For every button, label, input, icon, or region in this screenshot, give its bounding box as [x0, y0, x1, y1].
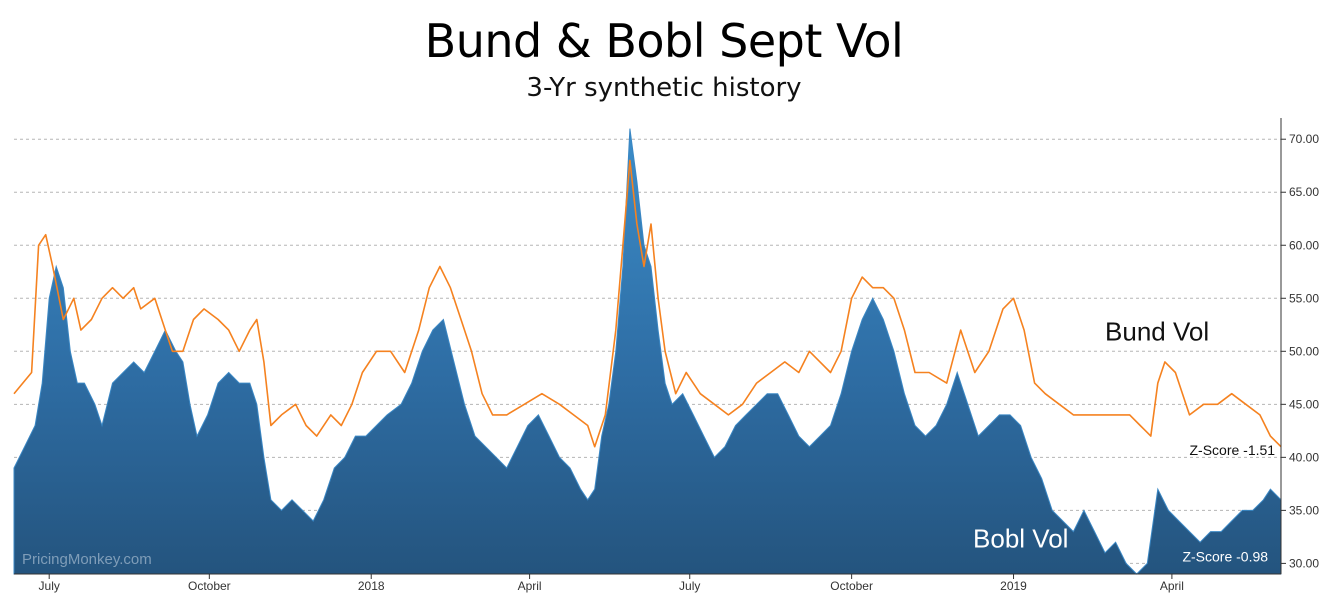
y-tick-label: 40.00: [1289, 450, 1319, 464]
chart-subtitle: 3-Yr synthetic history: [526, 73, 802, 103]
series-label: Bund Vol: [1105, 317, 1209, 347]
x-tick-label: October: [830, 579, 873, 593]
y-tick-label: 55.00: [1289, 291, 1319, 305]
y-tick-label: 45.00: [1289, 397, 1319, 411]
z-score-label: Z-Score -1.51: [1189, 442, 1275, 458]
x-tick-label: April: [1160, 579, 1184, 593]
annotations: Bund Vol Z-Score -1.51 Bobl Vol Z-Score -0.…: [22, 317, 1275, 568]
series-label: Bobl Vol: [973, 523, 1068, 553]
z-score-label: Z-Score -0.98: [1182, 548, 1268, 564]
chart-title: Bund & Bobl Sept Vol: [424, 14, 904, 68]
y-tick-label: 60.00: [1289, 238, 1319, 252]
y-tick-label: 35.00: [1289, 503, 1319, 517]
x-tick-label: July: [39, 579, 60, 593]
series-layer: [13, 128, 1282, 575]
x-tick-label: 2018: [358, 579, 385, 593]
bobl-vol-area: [13, 128, 1282, 575]
bund-vol-line: [13, 159, 1282, 448]
y-tick-label: 30.00: [1289, 556, 1319, 570]
x-tick-label: 2019: [1000, 579, 1027, 593]
watermark: PricingMonkey.com: [22, 551, 152, 568]
y-tick-label: 65.00: [1289, 185, 1319, 199]
x-tick-label: October: [188, 579, 231, 593]
y-tick-label: 70.00: [1289, 132, 1319, 146]
x-tick-label: April: [518, 579, 542, 593]
axes: 30.00 35.00 40.00 45.00 50.00 55.00 60.00 65.00…: [14, 118, 1319, 593]
y-tick-label: 50.00: [1289, 344, 1319, 358]
x-tick-label: July: [679, 579, 700, 593]
